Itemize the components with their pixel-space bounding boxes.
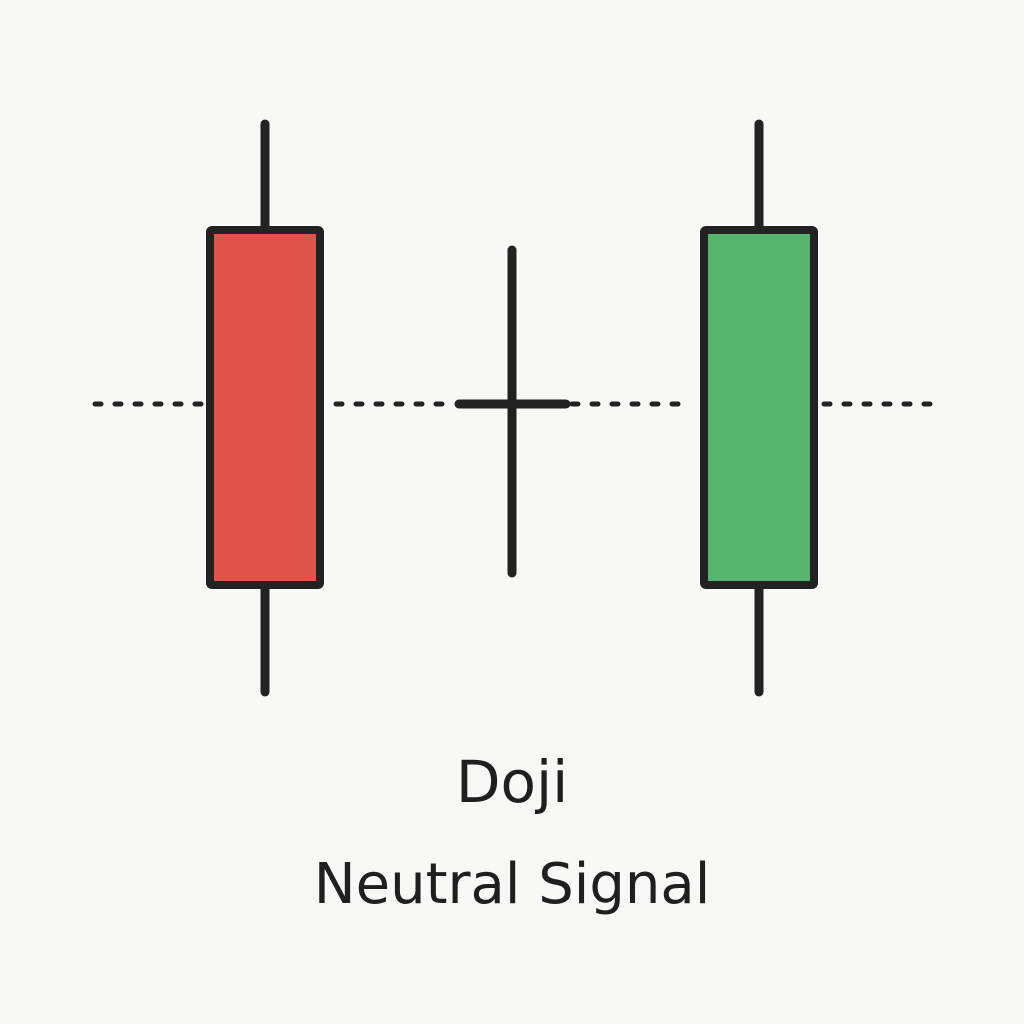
- bullish-body: [700, 226, 818, 589]
- bullish-candle: [700, 119, 818, 697]
- bearish-candle: [206, 119, 324, 697]
- doji-candle: [454, 245, 571, 578]
- diagram-title: Doji: [455, 748, 569, 816]
- diagram-subtitle: Neutral Signal: [313, 852, 711, 917]
- bearish-body: [206, 226, 324, 589]
